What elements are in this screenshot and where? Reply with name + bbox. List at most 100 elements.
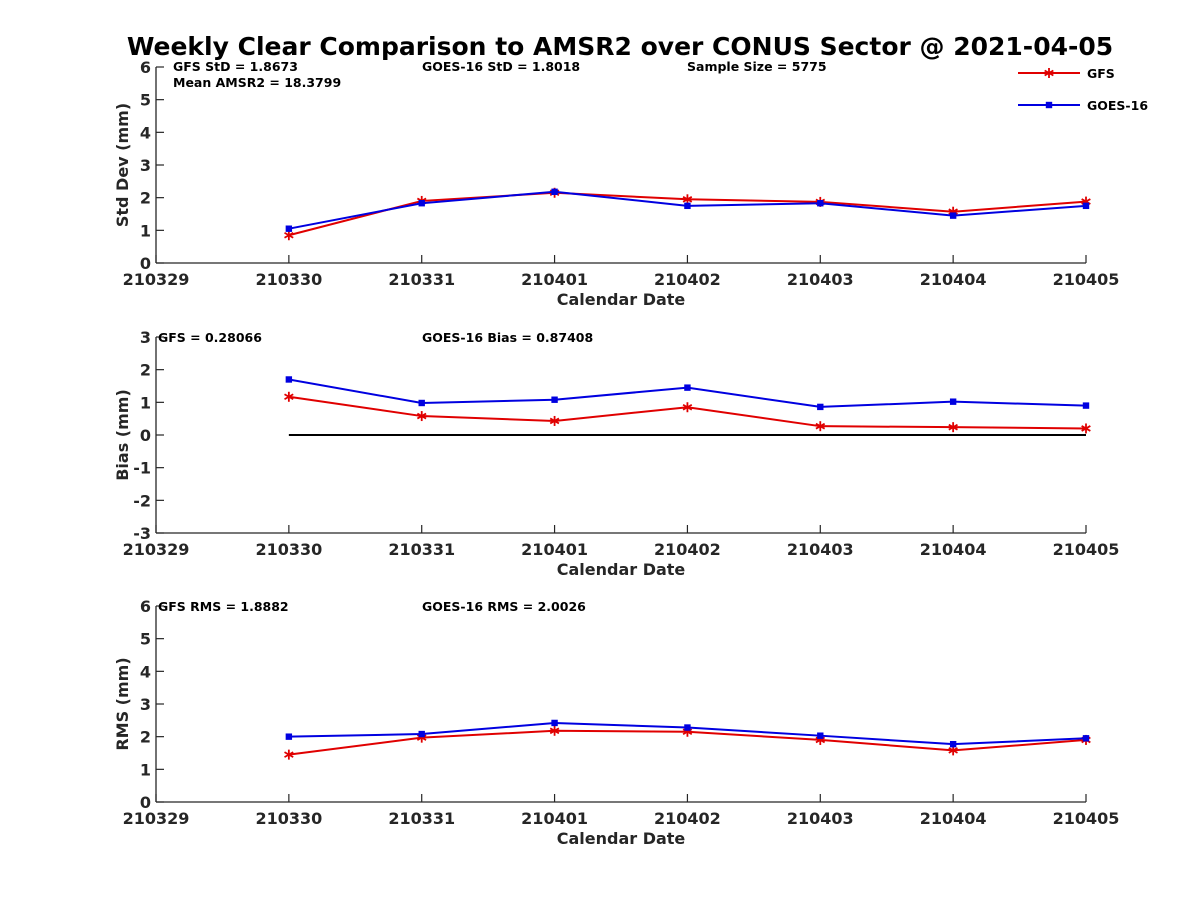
stat-annotation: GFS RMS = 1.8882	[158, 599, 289, 614]
x-tick-label: 210330	[255, 540, 322, 559]
stat-annotation: GOES-16 StD = 1.8018	[422, 59, 580, 74]
data-point	[551, 188, 558, 195]
data-point	[285, 376, 293, 383]
data-point	[684, 202, 691, 210]
data-point	[949, 398, 957, 405]
stat-annotation: GFS = 0.28066	[158, 330, 262, 345]
data-point	[949, 740, 957, 748]
y-tick-label: 1	[140, 760, 151, 779]
data-point	[1082, 735, 1090, 742]
y-tick-label: -2	[133, 491, 151, 510]
legend-label: GOES-16	[1087, 98, 1148, 113]
x-axis-label: Calendar Date	[557, 560, 686, 579]
x-tick-label: 210404	[920, 540, 987, 559]
y-axis-label: RMS (mm)	[113, 657, 132, 750]
data-point	[1081, 423, 1091, 434]
series-goes-16	[285, 719, 1090, 748]
data-point	[285, 225, 293, 232]
x-tick-label: 210331	[388, 540, 455, 559]
panel-bias: -3 -2 -1 0 1 2 3 210329 210330 210331 210401 210402…	[113, 328, 1119, 579]
x-tick-label: 210402	[654, 540, 721, 559]
data-point	[551, 719, 558, 727]
y-tick-label: 1	[140, 221, 151, 240]
x-axis-label: Calendar Date	[557, 290, 686, 309]
x-tick-label: 210405	[1053, 540, 1120, 559]
y-tick-label: -1	[133, 459, 151, 478]
data-point	[418, 399, 425, 407]
x-tick-label: 210330	[255, 809, 322, 828]
y-tick-label: 5	[140, 91, 151, 110]
legend-marker	[1044, 68, 1054, 78]
data-point	[815, 421, 826, 432]
stat-annotation: GOES-16 RMS = 2.0026	[422, 599, 586, 614]
y-tick-label: 6	[140, 58, 151, 77]
x-tick-label: 210329	[123, 540, 190, 559]
y-tick-label: -3	[133, 524, 151, 543]
x-tick-label: 210402	[654, 270, 721, 289]
y-tick-label: 3	[140, 695, 151, 714]
x-tick-label: 210331	[388, 809, 455, 828]
x-tick-label: 210401	[521, 540, 588, 559]
x-tick-label: 210329	[123, 270, 190, 289]
data-point	[284, 391, 294, 402]
x-tick-label: 210405	[1053, 270, 1120, 289]
data-point	[682, 402, 693, 413]
x-tick-label: 210330	[255, 270, 322, 289]
y-tick-label: 6	[140, 597, 151, 616]
legend-marker	[1045, 101, 1053, 109]
y-tick-label: 3	[140, 156, 151, 175]
x-tick-label: 210329	[123, 809, 190, 828]
data-point	[551, 396, 558, 403]
y-tick-label: 1	[140, 393, 151, 412]
y-tick-label: 2	[140, 361, 151, 380]
y-tick-label: 4	[140, 662, 151, 681]
x-axis-label: Calendar Date	[557, 829, 686, 848]
x-tick-label: 210403	[787, 270, 854, 289]
data-point	[418, 730, 425, 738]
x-tick-label: 210331	[388, 270, 455, 289]
stat-annotation: Mean AMSR2 = 18.3799	[173, 75, 341, 90]
x-tick-label: 210405	[1053, 809, 1120, 828]
series-gfs	[284, 391, 1091, 434]
stat-annotation: GFS StD = 1.8673	[173, 59, 298, 74]
data-point	[817, 403, 824, 411]
data-point	[949, 212, 957, 219]
data-point	[948, 422, 958, 433]
chart-title: Weekly Clear Comparison to AMSR2 over CO…	[127, 32, 1113, 61]
data-point	[817, 200, 824, 207]
x-tick-label: 210402	[654, 809, 721, 828]
series-goes-16	[285, 376, 1090, 411]
y-tick-label: 0	[140, 793, 151, 812]
data-point	[1082, 202, 1090, 210]
y-tick-label: 3	[140, 328, 151, 347]
x-tick-label: 210403	[787, 809, 854, 828]
data-point	[284, 749, 294, 760]
y-tick-label: 2	[140, 728, 151, 747]
data-point	[684, 724, 691, 731]
legend-label: GFS	[1087, 66, 1115, 81]
y-axis-label: Std Dev (mm)	[113, 103, 132, 227]
y-axis-label: Bias (mm)	[113, 389, 132, 481]
y-tick-label: 2	[140, 189, 151, 208]
data-point	[1082, 402, 1090, 409]
data-point	[418, 200, 425, 207]
legend: GFS GOES-16	[1018, 66, 1148, 113]
data-point	[416, 411, 427, 422]
data-point	[684, 384, 691, 391]
data-point	[817, 732, 824, 739]
x-tick-label: 210404	[920, 809, 987, 828]
data-point	[285, 733, 293, 740]
data-point	[284, 230, 294, 241]
panel-rms: 0 1 2 3 4 5 6 210329 210330 210331 210401 210402 210…	[113, 597, 1119, 848]
legend-item-gfs: GFS	[1018, 66, 1115, 81]
y-tick-label: 0	[140, 254, 151, 273]
x-tick-label: 210403	[787, 540, 854, 559]
x-tick-label: 210401	[521, 270, 588, 289]
y-tick-label: 4	[140, 123, 151, 142]
y-tick-label: 5	[140, 630, 151, 649]
y-tick-label: 0	[140, 426, 151, 445]
data-point	[549, 725, 560, 736]
